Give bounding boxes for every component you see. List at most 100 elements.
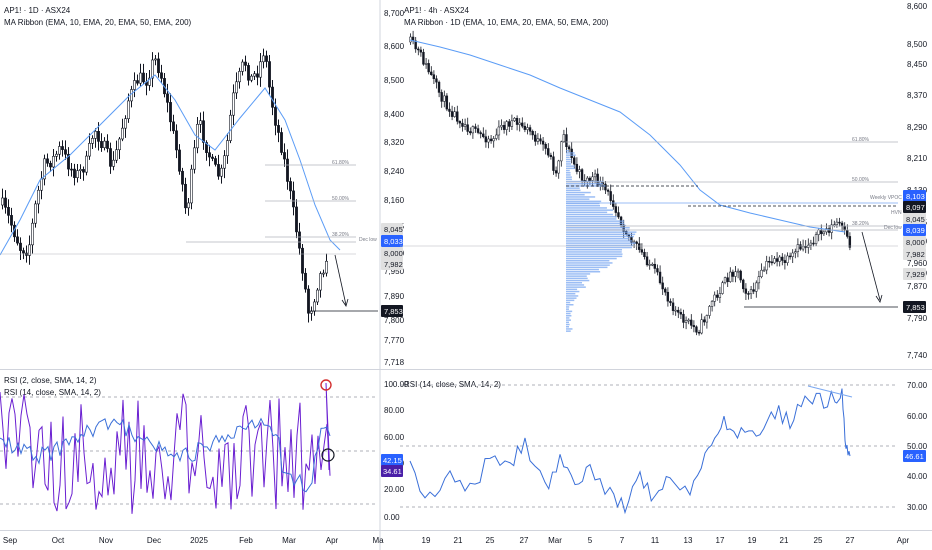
right-candle-body <box>440 92 443 102</box>
left-x-tick-label: Apr <box>326 536 339 545</box>
right-price-tag <box>903 201 926 213</box>
right-candle-body <box>476 128 480 133</box>
left-candle-body <box>124 118 127 129</box>
right-chart-title: AP1! · 4h · ASX24 <box>404 6 469 15</box>
left-rsi-value-label: 42.15 <box>383 456 402 465</box>
left-rsi-y-tick-label: 60.00 <box>384 433 405 442</box>
left-candle-body <box>28 244 31 256</box>
right-candle-body <box>671 302 675 311</box>
left-price-tag-label: 8,033 <box>384 237 403 246</box>
right-candle-body <box>674 309 677 312</box>
left-candle-body <box>211 156 214 159</box>
left-candle-body <box>91 138 94 144</box>
right-candle-body <box>638 243 641 250</box>
volume-profile-bar <box>566 180 604 183</box>
right-candle-body <box>560 141 563 162</box>
left-y-tick-label: 7,718 <box>384 358 405 367</box>
right-level-label: Weekly VPOC <box>870 195 902 201</box>
volume-profile-bar <box>566 161 571 163</box>
left-candle-body <box>1 197 4 206</box>
volume-profile-bar <box>566 227 630 229</box>
right-x-tick-label: 13 <box>684 536 693 545</box>
right-candle-body <box>552 156 555 171</box>
left-candle-body <box>181 170 184 185</box>
volume-profile-bar <box>566 196 596 198</box>
right-candle-body <box>531 131 534 136</box>
left-candle-body <box>4 197 7 208</box>
volume-profile-bar <box>566 174 571 176</box>
left-chart-indicator: MA Ribbon (EMA, 10, EMA, 20, EMA, 50, EM… <box>4 18 192 27</box>
left-y-tick-label: 8,500 <box>384 76 405 85</box>
volume-profile-bar <box>566 293 576 295</box>
right-candle-body <box>484 136 488 143</box>
right-candle-body <box>456 111 459 122</box>
left-x-tick-label: Nov <box>99 536 113 545</box>
right-candle-body <box>547 148 550 156</box>
volume-profile-bar <box>566 304 574 306</box>
right-candle-body <box>762 269 766 272</box>
left-candle-body <box>178 149 181 172</box>
right-candle-body <box>695 326 698 333</box>
right-candle-body <box>541 140 545 145</box>
right-candle-body <box>721 282 724 294</box>
left-candle-body <box>238 71 241 83</box>
right-x-tick-label: 25 <box>486 536 495 545</box>
right-y-tick-label: 8,290 <box>907 123 928 132</box>
right-candle-body <box>658 271 662 284</box>
volume-profile-bar <box>566 271 601 273</box>
left-candle-body <box>226 140 229 157</box>
volume-profile-bar <box>566 301 571 304</box>
left-candle-body <box>130 89 133 102</box>
volume-profile-bar <box>566 319 571 321</box>
right-candle-body <box>528 127 532 132</box>
right-candle-body <box>830 224 833 233</box>
left-candle-body <box>37 189 40 205</box>
left-candle-body <box>169 102 172 123</box>
left-candle-body <box>133 80 136 90</box>
right-candle-body <box>653 263 657 269</box>
right-candle-body <box>788 255 792 258</box>
volume-profile-bar <box>566 231 637 233</box>
left-price-tag <box>381 223 403 235</box>
right-candle-body <box>437 81 441 93</box>
left-candle-body <box>127 100 130 120</box>
left-candle-body <box>322 272 325 275</box>
volume-profile-bar <box>566 165 575 167</box>
right-candle-body <box>833 224 836 227</box>
volume-profile-bar <box>566 299 575 302</box>
volume-profile-bar <box>566 187 580 189</box>
left-candle-body <box>232 92 235 116</box>
right-candle-body <box>661 282 664 290</box>
right-candle-body <box>445 95 449 110</box>
left-candle-body <box>58 146 61 155</box>
right-candle-body <box>508 121 511 127</box>
right-candle-body <box>752 289 755 292</box>
right-rsi-y-tick-label: 50.00 <box>907 442 928 451</box>
right-candle-body <box>450 111 454 117</box>
left-candle-body <box>94 131 97 139</box>
right-price-tag-label: 8,045 <box>906 215 925 224</box>
volume-profile-bar <box>566 277 588 280</box>
left-candle-body <box>34 203 37 224</box>
volume-profile-bar <box>566 257 617 260</box>
left-candle-body <box>115 149 118 161</box>
left-candle-body <box>298 231 301 249</box>
left-rsi-y-tick-label: 100.00 <box>384 380 409 389</box>
volume-profile-bar <box>566 185 606 187</box>
left-level-label: 50.00% <box>332 196 350 202</box>
left-y-tick-label: 8,160 <box>384 196 405 205</box>
right-candle-body <box>677 309 680 313</box>
left-y-tick-label: 8,400 <box>384 110 405 119</box>
left-candle-body <box>64 149 67 155</box>
right-x-tick-label: 27 <box>846 536 855 545</box>
right-candle-body <box>812 242 815 245</box>
right-candle-body <box>840 222 844 227</box>
right-candle-body <box>419 49 423 53</box>
left-candle-body <box>244 61 247 66</box>
right-price-tag-label: 7,982 <box>906 250 925 259</box>
left-candle-body <box>40 178 43 191</box>
volume-profile-bar <box>566 323 570 326</box>
volume-profile-bar <box>566 275 587 277</box>
right-arrow-head <box>875 294 883 303</box>
volume-profile-bar <box>566 255 623 258</box>
